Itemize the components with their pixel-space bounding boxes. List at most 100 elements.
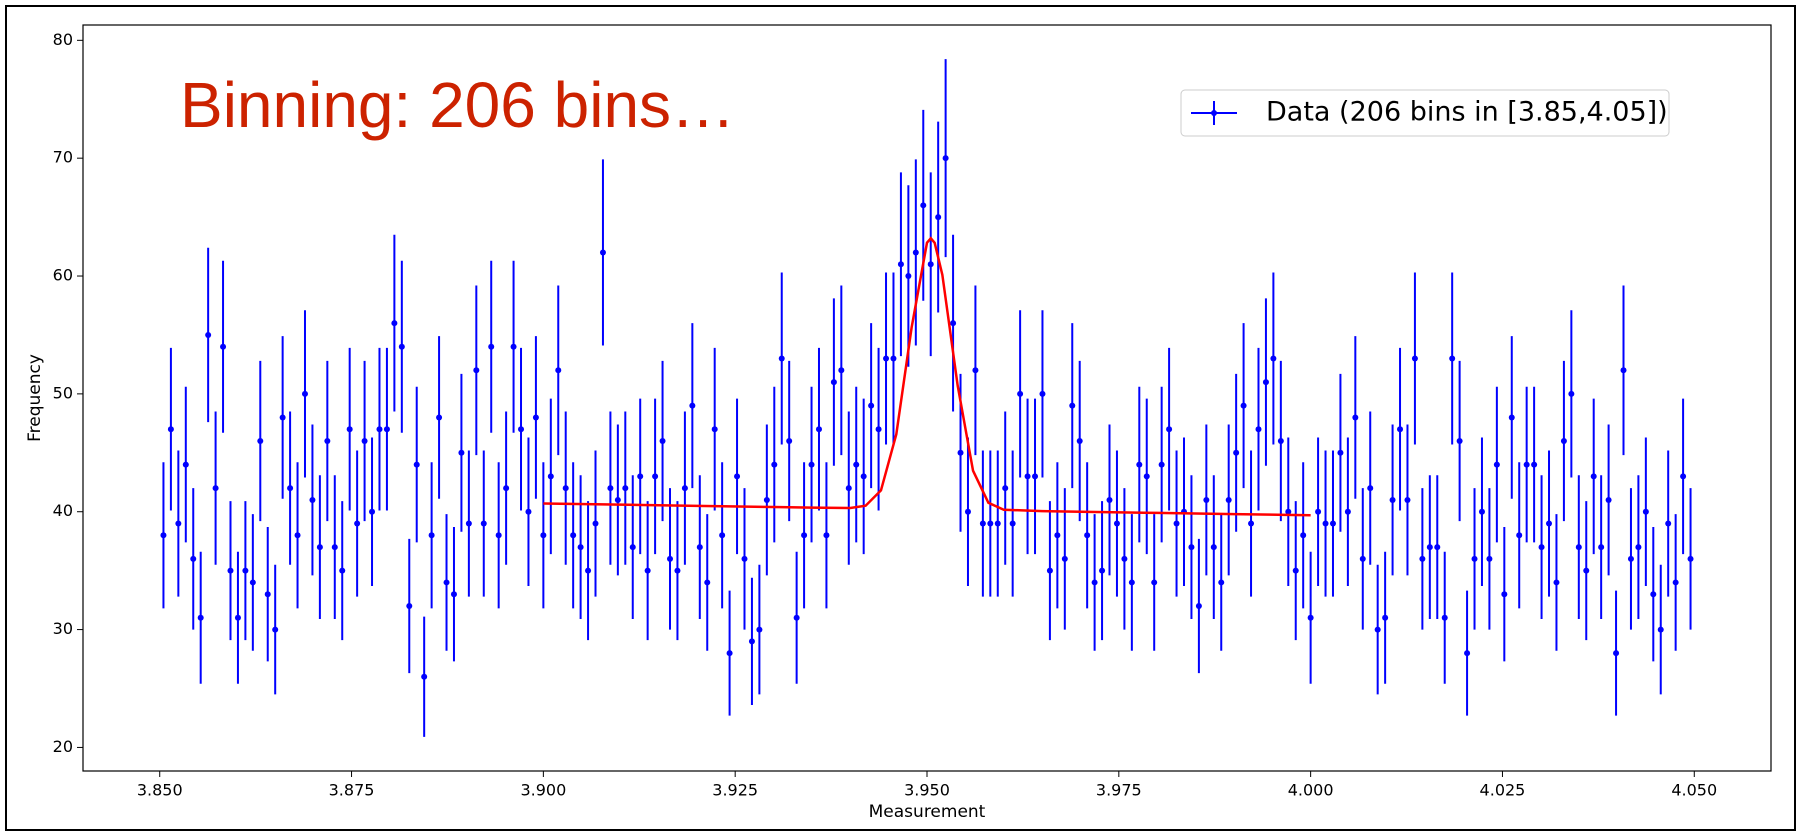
- data-point: [734, 473, 741, 480]
- data-point: [1367, 485, 1374, 492]
- data-point: [786, 438, 793, 445]
- data-point: [220, 343, 227, 350]
- data-point: [1084, 532, 1091, 539]
- data-point: [667, 555, 674, 562]
- data-point: [1657, 626, 1664, 633]
- data-point: [614, 496, 621, 503]
- data-point: [1032, 473, 1039, 480]
- y-axis-label: Frequency: [25, 354, 45, 442]
- data-point: [793, 614, 800, 621]
- data-point: [704, 579, 711, 586]
- data-point: [771, 461, 778, 468]
- data-point: [592, 520, 599, 527]
- y-tick-label: 20: [53, 737, 73, 756]
- data-point: [1598, 544, 1605, 551]
- data-point: [518, 426, 525, 433]
- y-tick-label: 70: [53, 148, 73, 167]
- x-tick-label: 3.850: [137, 781, 183, 800]
- data-point: [778, 355, 785, 362]
- data-point: [465, 520, 472, 527]
- data-point: [1575, 544, 1582, 551]
- data-point: [1352, 414, 1359, 421]
- x-tick-label: 3.950: [904, 781, 950, 800]
- data-point: [1672, 579, 1679, 586]
- data-point: [1456, 438, 1463, 445]
- data-point: [264, 591, 271, 598]
- data-point: [257, 438, 264, 445]
- data-point: [741, 555, 748, 562]
- data-point: [1493, 461, 1500, 468]
- data-point: [681, 485, 688, 492]
- x-tick-label: 3.975: [1096, 781, 1142, 800]
- data-point: [1501, 591, 1508, 598]
- data-point: [1471, 555, 1478, 562]
- data-point: [361, 438, 368, 445]
- data-point: [428, 532, 435, 539]
- data-point: [644, 567, 651, 574]
- data-point: [354, 520, 361, 527]
- data-point: [1128, 579, 1135, 586]
- data-point: [376, 426, 383, 433]
- data-point: [1397, 426, 1404, 433]
- data-point: [577, 544, 584, 551]
- data-point: [1225, 496, 1232, 503]
- legend-box: [1180, 89, 1670, 137]
- data-point: [1605, 496, 1612, 503]
- data-point: [1091, 579, 1098, 586]
- annotation: Binning: 206 bins…: [180, 69, 735, 141]
- data-point: [711, 426, 718, 433]
- data-point: [443, 579, 450, 586]
- data-point: [696, 544, 703, 551]
- data-point: [1017, 390, 1024, 397]
- fit-curve: [543, 236, 1311, 517]
- data-point: [845, 485, 852, 492]
- data-point: [979, 520, 986, 527]
- x-tick-label: 3.875: [329, 781, 375, 800]
- data-point: [562, 485, 569, 492]
- data-point: [1464, 650, 1471, 657]
- data-point: [1315, 508, 1322, 515]
- data-point: [972, 367, 979, 374]
- data-point: [1560, 438, 1567, 445]
- y-tick-label: 80: [53, 30, 73, 49]
- data-point: [510, 343, 517, 350]
- x-tick-label: 3.925: [712, 781, 758, 800]
- data-point: [1613, 650, 1620, 657]
- data-point: [480, 520, 487, 527]
- data-point: [622, 485, 629, 492]
- y-tick-label: 30: [53, 619, 73, 638]
- data-point: [942, 155, 949, 162]
- data-point: [1240, 402, 1247, 409]
- data-point: [1255, 426, 1262, 433]
- frame: [5, 5, 1796, 831]
- data-point: [205, 331, 212, 338]
- data-point: [748, 638, 755, 645]
- data-point: [890, 355, 897, 362]
- data-point: [1665, 520, 1672, 527]
- data-point: [1061, 555, 1068, 562]
- data-point: [1344, 508, 1351, 515]
- data-point: [1024, 473, 1031, 480]
- data-point: [1508, 414, 1515, 421]
- x-tick-label: 3.900: [520, 781, 566, 800]
- y-tick-label: 60: [53, 266, 73, 285]
- data-point: [637, 473, 644, 480]
- data-point: [190, 555, 197, 562]
- data-point: [488, 343, 495, 350]
- y-tick-label: 50: [53, 383, 73, 402]
- data-point: [1359, 555, 1366, 562]
- data-point: [1158, 461, 1165, 468]
- data-point: [570, 532, 577, 539]
- data-point: [1009, 520, 1016, 527]
- data-point: [398, 343, 405, 350]
- data-point: [1680, 473, 1687, 480]
- data-point: [1382, 614, 1389, 621]
- data-point: [689, 402, 696, 409]
- data-point: [1627, 555, 1634, 562]
- data-point: [547, 473, 554, 480]
- data-point: [719, 532, 726, 539]
- data-point: [756, 626, 763, 633]
- data-point: [1106, 496, 1113, 503]
- data-point: [1531, 461, 1538, 468]
